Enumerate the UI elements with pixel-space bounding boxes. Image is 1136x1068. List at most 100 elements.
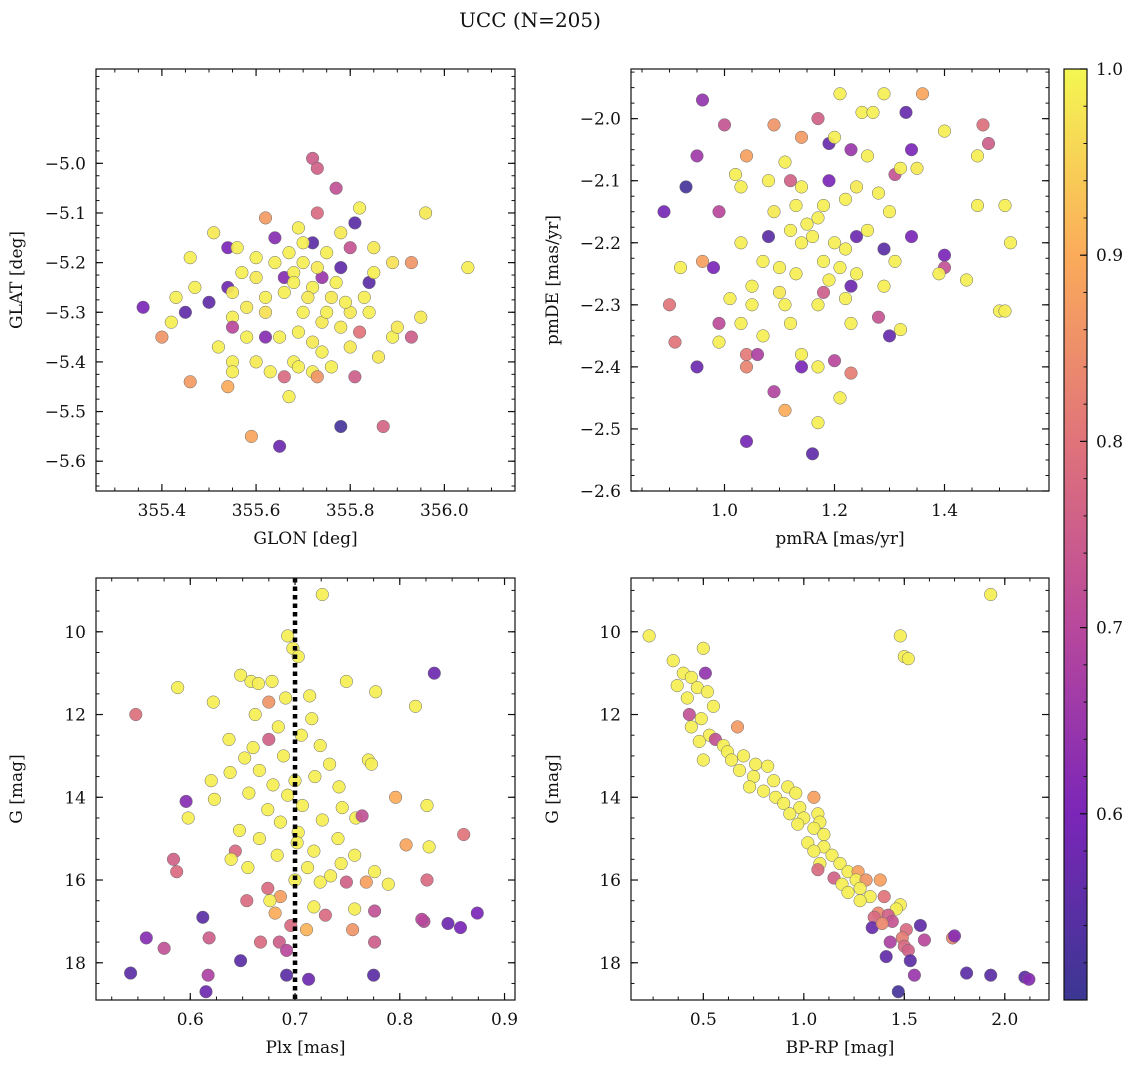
x-tick-label: 356.0 [420, 501, 469, 521]
data-point [877, 87, 891, 101]
data-point [833, 391, 847, 405]
data-point [849, 230, 864, 244]
data-point [258, 290, 273, 304]
data-point [404, 330, 418, 344]
data-point [335, 801, 349, 815]
data-point [767, 774, 781, 788]
data-point [692, 734, 706, 748]
data-point [334, 320, 348, 334]
data-point [183, 375, 197, 389]
data-point [453, 921, 468, 935]
data-point [734, 316, 748, 330]
panel-plx-g: 0.6 0.7 0.8 0.9 10 12 14 16 18 Plx [mas] G [mag] [7, 577, 518, 1058]
data-point [249, 251, 263, 265]
data-point [178, 305, 192, 319]
y-tick-label: −5.6 [45, 452, 86, 472]
data-point [668, 335, 682, 349]
y-tick-label: −5.4 [45, 353, 86, 373]
data-point [232, 823, 247, 837]
data-point [794, 347, 809, 362]
data-point [296, 305, 310, 319]
colorbar-tick-label: 0.9 [1096, 246, 1123, 266]
data-point [164, 315, 178, 329]
data-point [873, 873, 887, 887]
data-point [348, 848, 362, 862]
data-point [712, 335, 726, 349]
data-point [166, 852, 181, 866]
data-point [320, 246, 334, 260]
data-point [838, 292, 853, 306]
data-point [734, 236, 748, 250]
data-point [816, 198, 831, 213]
data-point [201, 968, 215, 982]
y-tick-label: 12 [64, 706, 86, 726]
data-point [877, 890, 891, 904]
data-point [265, 674, 279, 688]
data-point [827, 354, 842, 368]
data-point [761, 174, 776, 188]
x-tick-label: 0.8 [386, 1010, 413, 1030]
colorbar-tick-label: 1.0 [1096, 60, 1123, 80]
data-point [998, 304, 1012, 318]
data-point [888, 254, 902, 268]
data-point [202, 931, 216, 945]
y-tick-label: 18 [64, 954, 86, 974]
data-point [441, 916, 455, 931]
data-point [844, 279, 858, 293]
data-point [371, 350, 386, 364]
data-point [324, 360, 338, 374]
data-point [907, 968, 921, 982]
data-point [860, 149, 875, 163]
data-point [343, 340, 357, 354]
data-point [324, 290, 338, 304]
data-point [844, 143, 858, 157]
data-point [367, 266, 381, 280]
data-point [882, 329, 897, 343]
data-point [970, 198, 985, 213]
data-point [794, 180, 809, 194]
data-point [221, 380, 235, 394]
data-point [816, 254, 831, 268]
figure-title: UCC (N=205) [459, 8, 601, 32]
data-point [682, 707, 696, 722]
data-point [838, 242, 853, 256]
panel-glon-glat: 355.4 355.6 355.8 356.0 −5.0 −5.1 −5.2 −5.3 −5.4… [7, 68, 516, 549]
data-point [739, 360, 754, 374]
data-point [268, 256, 282, 270]
data-point [893, 161, 908, 175]
y-tick-label: −5.5 [45, 403, 86, 423]
data-point [244, 429, 258, 443]
data-point [308, 770, 322, 784]
data-point [339, 875, 353, 889]
data-point [242, 786, 256, 800]
data-point [318, 908, 332, 922]
data-point [273, 330, 287, 344]
data-point [959, 273, 974, 287]
data-point [261, 881, 275, 895]
data-point [457, 827, 471, 842]
data-point [817, 827, 831, 842]
data-point [381, 877, 395, 891]
data-point [299, 923, 314, 937]
data-point [181, 811, 195, 825]
data-point [767, 118, 781, 132]
x-axis-label: BP-RP [mag] [786, 1038, 895, 1058]
data-point [310, 161, 324, 175]
data-point [207, 792, 221, 806]
data-point [717, 118, 732, 132]
data-point [1022, 972, 1036, 986]
x-tick-label: 355.4 [138, 501, 187, 521]
data-point [234, 668, 248, 682]
data-point [206, 695, 220, 709]
data-point [324, 869, 338, 883]
data-point [277, 285, 291, 299]
data-point [414, 310, 428, 324]
data-point [695, 93, 710, 107]
data-point [877, 279, 891, 293]
panel-pmra-pmde: 1.0 1.2 1.4 −2.0 −2.1 −2.2 −2.3 −2.4 −2.5 −2.6 pmR… [543, 68, 1050, 549]
data-point [739, 434, 754, 448]
axes-frame [630, 68, 1050, 492]
data-point [730, 720, 745, 734]
data-point [783, 223, 798, 237]
data-point [871, 186, 886, 200]
